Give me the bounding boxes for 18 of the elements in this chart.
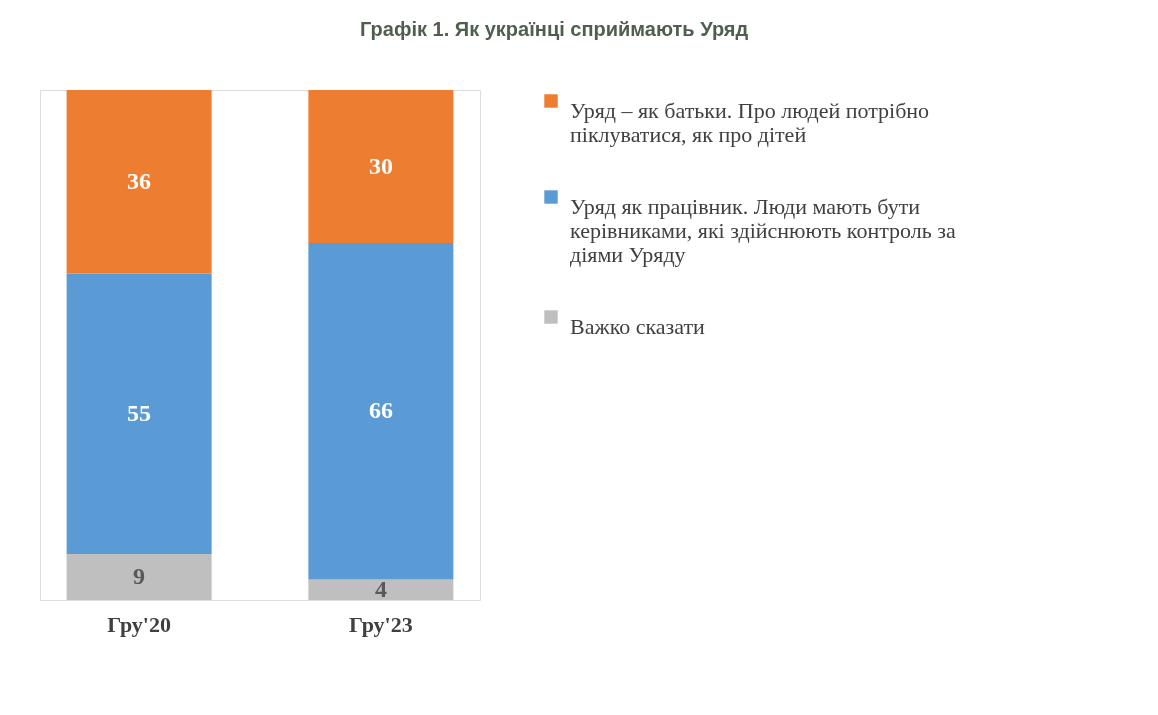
bar bbox=[308, 90, 454, 243]
text: Графік 1. Як українці сприймають Уряд bbox=[360, 18, 749, 40]
data-label: 66 bbox=[368, 397, 393, 424]
data-label: 36 bbox=[127, 167, 152, 194]
bar bbox=[66, 273, 212, 555]
x-tick-label: Гру'20 bbox=[107, 611, 171, 637]
legend-label: Уряд – як батьки. Про людей потрібно піклуватися, як про дітей bbox=[570, 98, 930, 147]
data-label: 4 bbox=[374, 575, 387, 602]
data-label: 55 bbox=[127, 399, 152, 426]
bar bbox=[66, 90, 212, 274]
legend-label: Важко сказати bbox=[570, 314, 706, 339]
bar bbox=[308, 579, 454, 600]
legend-label: Уряд як працівник. Люди мають бути керівниками, які здійснюють контроль за діями Уряду bbox=[570, 194, 956, 267]
data-label: 9 bbox=[133, 563, 146, 590]
data-label: 30 bbox=[368, 152, 393, 179]
bar bbox=[308, 243, 454, 580]
bar bbox=[66, 554, 212, 600]
x-tick-label: Гру'23 bbox=[349, 611, 413, 637]
